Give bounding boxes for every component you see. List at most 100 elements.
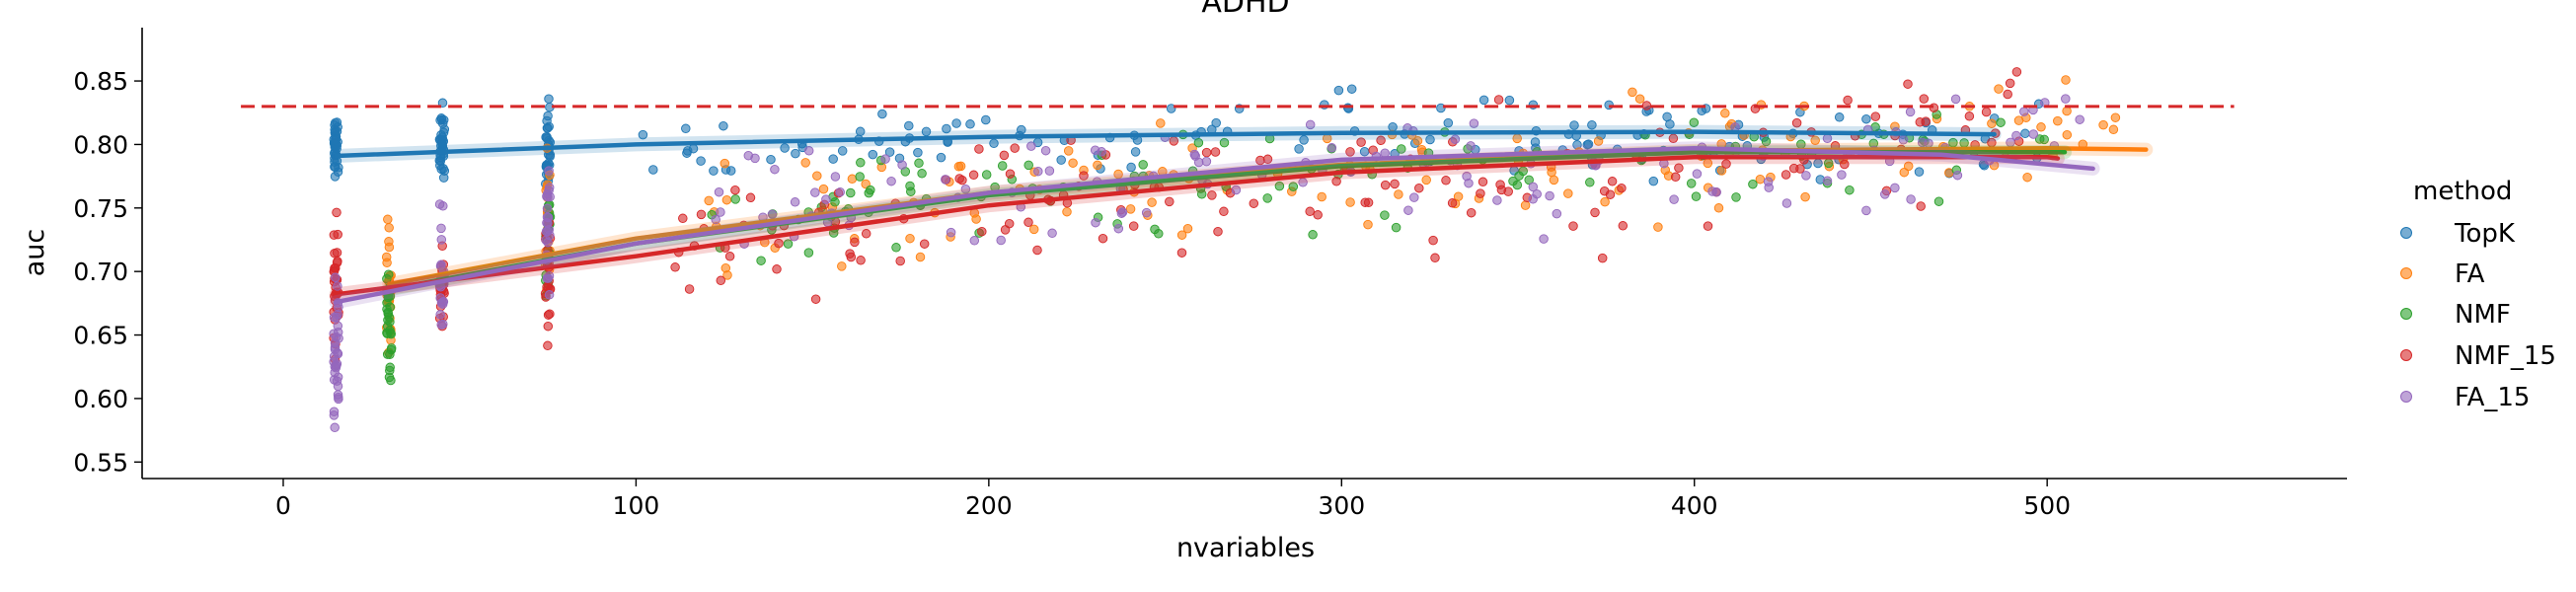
legend-marker — [2400, 267, 2412, 279]
data-point — [1138, 160, 1148, 170]
data-point — [704, 195, 714, 206]
data-point — [333, 281, 342, 291]
data-point — [861, 229, 871, 239]
data-point — [886, 176, 896, 186]
scatter-fa — [381, 75, 2121, 357]
data-point — [1890, 183, 1900, 193]
data-point — [1201, 147, 1212, 158]
data-point — [709, 166, 719, 176]
data-point — [2108, 124, 2119, 135]
data-point — [942, 123, 951, 134]
data-point — [1748, 179, 1758, 189]
data-point — [1781, 198, 1792, 208]
data-point — [329, 134, 340, 145]
data-point — [1079, 171, 1089, 181]
data-point — [868, 149, 878, 160]
data-point — [1028, 224, 1039, 235]
data-point — [1425, 134, 1435, 145]
data-point — [1703, 221, 1713, 231]
data-point — [1503, 186, 1513, 196]
data-point — [780, 143, 790, 153]
data-point — [1583, 139, 1594, 149]
data-point — [2061, 75, 2071, 85]
data-point — [1219, 206, 1229, 217]
data-point — [1428, 235, 1438, 246]
data-point — [332, 258, 342, 267]
data-point — [1524, 175, 1534, 185]
data-point — [1165, 196, 1174, 207]
data-point — [856, 158, 866, 168]
data-point — [1333, 85, 1344, 96]
data-point — [333, 381, 343, 392]
data-point — [914, 158, 924, 169]
x-tick-label: 100 — [613, 491, 660, 520]
data-point — [1492, 195, 1502, 205]
data-point — [1764, 183, 1774, 192]
data-point — [904, 120, 914, 131]
legend-label: FA — [2455, 259, 2485, 289]
data-point — [856, 256, 866, 265]
data-point — [1345, 197, 1355, 207]
data-point — [921, 126, 932, 137]
data-point — [1231, 185, 1242, 195]
data-point — [2011, 67, 2022, 77]
data-point — [1469, 118, 1479, 128]
data-point — [1436, 103, 1446, 113]
chart-title: ADHD — [1201, 0, 1289, 20]
data-point — [1126, 162, 1136, 173]
x-tick-label: 500 — [2023, 491, 2071, 520]
data-point — [1713, 203, 1724, 213]
data-point — [1274, 181, 1285, 191]
data-point — [544, 224, 555, 235]
data-point — [2011, 130, 2021, 141]
data-point — [1668, 133, 1679, 144]
data-point — [1520, 200, 1531, 210]
data-point — [1952, 170, 1963, 181]
data-point — [716, 275, 726, 286]
data-point — [1903, 79, 1913, 89]
data-point — [329, 329, 339, 338]
data-point — [721, 194, 732, 205]
data-point — [835, 186, 845, 197]
data-point — [1093, 160, 1102, 171]
data-point — [1441, 176, 1451, 185]
x-tick-label: 300 — [1318, 491, 1365, 520]
data-point — [383, 214, 393, 225]
data-point — [1689, 117, 1700, 127]
data-point — [1313, 210, 1323, 220]
data-point — [810, 187, 820, 197]
data-point — [382, 349, 393, 359]
data-point — [968, 170, 979, 181]
data-point — [1870, 111, 1881, 121]
data-point — [1919, 94, 1930, 104]
data-point — [974, 144, 984, 154]
data-point — [1113, 223, 1124, 234]
data-point — [330, 248, 340, 259]
data-point — [1376, 135, 1386, 146]
data-point — [1711, 187, 1721, 197]
data-point — [544, 94, 554, 104]
data-point — [946, 227, 956, 238]
data-point — [333, 347, 342, 358]
data-point — [1356, 137, 1366, 147]
data-point — [1692, 169, 1703, 179]
data-point — [2003, 89, 2012, 100]
data-point — [800, 158, 810, 168]
data-point — [696, 156, 706, 166]
data-point — [1791, 117, 1802, 128]
y-tick-label: 0.80 — [73, 130, 128, 159]
data-point — [766, 154, 776, 165]
data-point — [1262, 154, 1273, 165]
data-point — [1916, 201, 1926, 211]
data-point — [1466, 207, 1477, 218]
data-point — [1528, 194, 1538, 204]
data-point — [544, 166, 554, 176]
data-point — [1721, 159, 1731, 169]
data-point — [648, 165, 658, 175]
data-point — [434, 199, 445, 209]
data-point — [719, 120, 728, 131]
data-point — [2020, 128, 2030, 139]
data-point — [1363, 219, 1373, 230]
data-point — [678, 213, 688, 224]
legend-item-nmf: NMF — [2400, 300, 2511, 330]
